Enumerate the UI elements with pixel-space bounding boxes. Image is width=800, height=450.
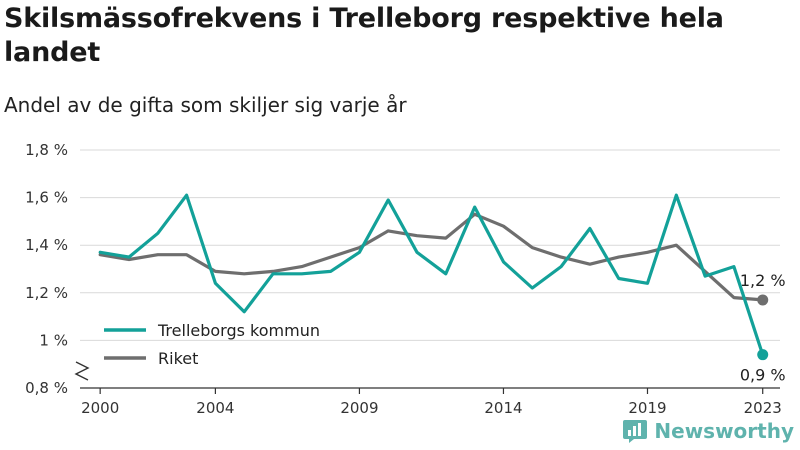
- legend-label-trelleborg: Trelleborgs kommun: [157, 321, 320, 340]
- x-tick-label: 2019: [628, 399, 666, 417]
- x-tick-label: 2009: [340, 399, 378, 417]
- x-tick-label: 2004: [196, 399, 234, 417]
- series-line-riket: [98, 212, 765, 302]
- y-tick-label: 0,8 %: [25, 379, 68, 397]
- newsworthy-logo: Newsworthy: [622, 418, 794, 444]
- y-tick-label: 1 %: [39, 331, 68, 349]
- legend: Trelleborgs kommun Riket: [104, 321, 320, 368]
- bar-chart-icon: [623, 420, 648, 443]
- series: 1,2 % 0,9 %: [98, 193, 786, 385]
- axis-break-icon: [74, 361, 90, 381]
- chart-subtitle: Andel av de gifta som skiljer sig varje …: [4, 93, 407, 117]
- y-tick-label: 1,6 %: [25, 189, 68, 207]
- end-point-trelleborg: [757, 349, 769, 361]
- x-tick-label: 2000: [81, 399, 119, 417]
- grid: [80, 149, 780, 341]
- end-point-riket: [757, 294, 769, 306]
- series-line-trelleborg: [98, 193, 765, 357]
- legend-label-riket: Riket: [158, 349, 198, 368]
- y-tick-label: 1,2 %: [25, 284, 68, 302]
- x-tick-label: 2023: [744, 399, 782, 417]
- chart-title: Skilsmässofrekvens i Trelleborg respekti…: [4, 3, 724, 68]
- brand-name: Newsworthy: [654, 419, 794, 443]
- end-label-riket: 1,2 %: [740, 271, 786, 290]
- y-tick-label: 1,8 %: [25, 141, 68, 159]
- axes: 0,8 % 1 % 1,2 % 1,4 % 1,6 % 1,8 % 2000 2004 2009…: [25, 141, 782, 417]
- x-tick-label: 2014: [484, 399, 522, 417]
- end-label-trelleborg: 0,9 %: [740, 366, 786, 385]
- y-tick-label: 1,4 %: [25, 236, 68, 254]
